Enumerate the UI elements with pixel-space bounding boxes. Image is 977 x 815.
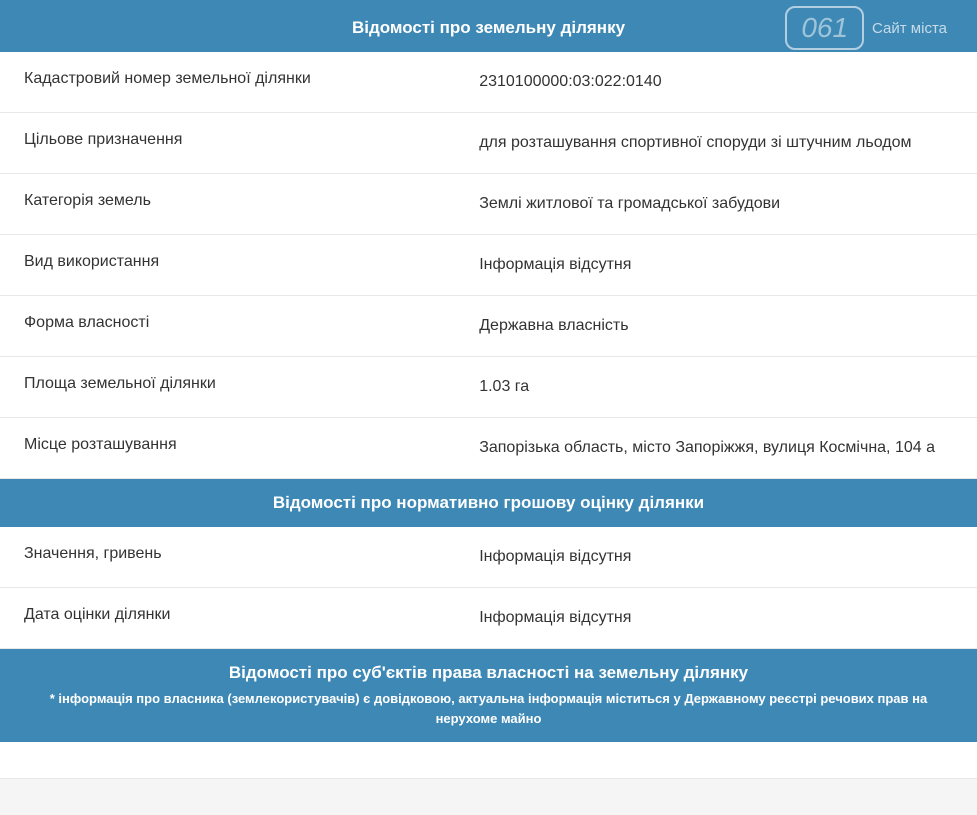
table-row: Місце розташування Запорізька область, м… [0,418,977,479]
row-value: Землі житлової та громадської забудови [479,192,953,216]
row-value: Інформація відсутня [479,253,953,277]
row-value: Інформація відсутня [479,545,953,569]
table-row: Дата оцінки ділянки Інформація відсутня [0,588,977,649]
row-label: Кадастровий номер земельної ділянки [24,70,479,94]
row-value: 1.03 га [479,375,953,399]
row-value: Запорізька область, місто Запоріжжя, вул… [479,436,953,460]
section-title: Відомості про земельну ділянку [352,18,625,37]
table-row: Площа земельної ділянки 1.03 га [0,357,977,418]
section-header-parcel: Відомості про земельну ділянку 061 Сайт … [0,4,977,52]
table-row: Вид використання Інформація відсутня [0,235,977,296]
table-row: Кадастровий номер земельної ділянки 2310… [0,52,977,113]
row-label: Вид використання [24,253,479,277]
row-label: Значення, гривень [24,545,479,569]
land-parcel-details: Відомості про земельну ділянку 061 Сайт … [0,0,977,779]
row-value: Державна власність [479,314,953,338]
site-logo-badge: 061 Сайт міста [785,6,947,50]
table-row: Категорія земель Землі житлової та грома… [0,174,977,235]
table-row: Форма власності Державна власність [0,296,977,357]
row-label: Площа земельної ділянки [24,375,479,399]
row-value: Інформація відсутня [479,606,953,630]
row-value: 2310100000:03:022:0140 [479,70,953,94]
section-title: Відомості про нормативно грошову оцінку … [273,493,704,512]
table-row [0,742,977,779]
table-row: Цільове призначення для розташування спо… [0,113,977,174]
section-title: Відомості про суб'єктів права власності … [229,663,748,682]
logo-text: Сайт міста [872,20,947,37]
logo-number: 061 [785,6,864,50]
section-header-ownership: Відомості про суб'єктів права власності … [0,649,977,742]
table-row: Значення, гривень Інформація відсутня [0,527,977,588]
row-label: Категорія земель [24,192,479,216]
row-label: Форма власності [24,314,479,338]
row-value: для розташування спортивної споруди зі ш… [479,131,953,155]
row-label: Дата оцінки ділянки [24,606,479,630]
section-header-valuation: Відомості про нормативно грошову оцінку … [0,479,977,527]
row-label: Цільове призначення [24,131,479,155]
section-subheader: * інформація про власника (землекористув… [20,689,957,728]
row-label: Місце розташування [24,436,479,460]
